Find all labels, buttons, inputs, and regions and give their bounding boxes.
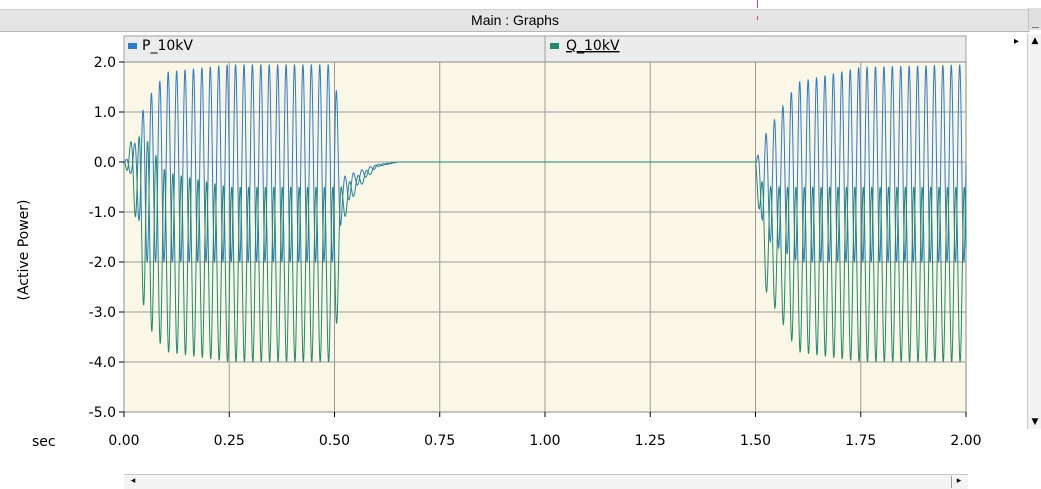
y-tick-label: -1.0 xyxy=(89,205,116,221)
y-tick-label: 2.0 xyxy=(94,55,116,71)
y-tick-label: -4.0 xyxy=(89,355,116,371)
y-axis: 2.0 1.0 0.0 -1.0 -2.0 -3.0 -4.0 -5.0 xyxy=(89,55,124,421)
window-titlebar: Main : Graphs xyxy=(0,9,1030,32)
legend-swatch-q xyxy=(550,43,559,49)
y-axis-label: (Active Power) xyxy=(16,199,32,300)
x-tick-label: 0.50 xyxy=(319,433,350,449)
marker-tick xyxy=(757,16,758,20)
minimize-button[interactable]: _ xyxy=(1028,8,1041,30)
x-axis: 0.00 0.25 0.50 0.75 1.00 1.25 1.50 1.75 2.00 xyxy=(108,412,982,449)
y-tick-label: -3.0 xyxy=(89,305,116,321)
grid-lines xyxy=(124,62,966,412)
x-tick-label: 0.75 xyxy=(424,433,455,449)
horizontal-scrollbar[interactable]: ◂ ▸ xyxy=(124,474,968,489)
x-axis-unit: sec xyxy=(32,434,56,450)
window-title: Main : Graphs xyxy=(471,12,559,28)
x-tick-label: 0.00 xyxy=(108,433,139,449)
series-line-Q_10kV xyxy=(123,135,967,363)
x-tick-label: 0.25 xyxy=(214,433,245,449)
x-tick-label: 2.00 xyxy=(950,433,981,449)
y-tick-label: -2.0 xyxy=(89,255,116,271)
y-tick-label: -5.0 xyxy=(89,405,116,421)
vertical-scrollbar[interactable]: ▲ ▼ xyxy=(1027,34,1041,429)
scroll-up-icon[interactable]: ▲ xyxy=(1031,36,1039,46)
scroll-down-icon[interactable]: ▼ xyxy=(1031,417,1039,427)
x-tick-label: 1.50 xyxy=(740,433,771,449)
y-tick-label: 1.0 xyxy=(94,105,116,121)
scroll-left-icon[interactable]: ◂ xyxy=(130,476,136,486)
expand-arrow-icon[interactable]: ▸ xyxy=(1014,36,1020,47)
legend-label-q: Q_10kV xyxy=(566,38,620,54)
marker-tick xyxy=(757,0,758,8)
y-tick-label: 0.0 xyxy=(94,155,116,171)
legend-swatch-p xyxy=(128,43,137,49)
x-tick-label: 1.25 xyxy=(635,433,666,449)
series-group xyxy=(123,64,967,363)
x-tick-label: 1.75 xyxy=(845,433,876,449)
x-tick-label: 1.00 xyxy=(529,433,560,449)
scroll-right-icon[interactable]: ▸ xyxy=(951,476,966,488)
legend-label-p: P_10kV xyxy=(142,38,193,54)
